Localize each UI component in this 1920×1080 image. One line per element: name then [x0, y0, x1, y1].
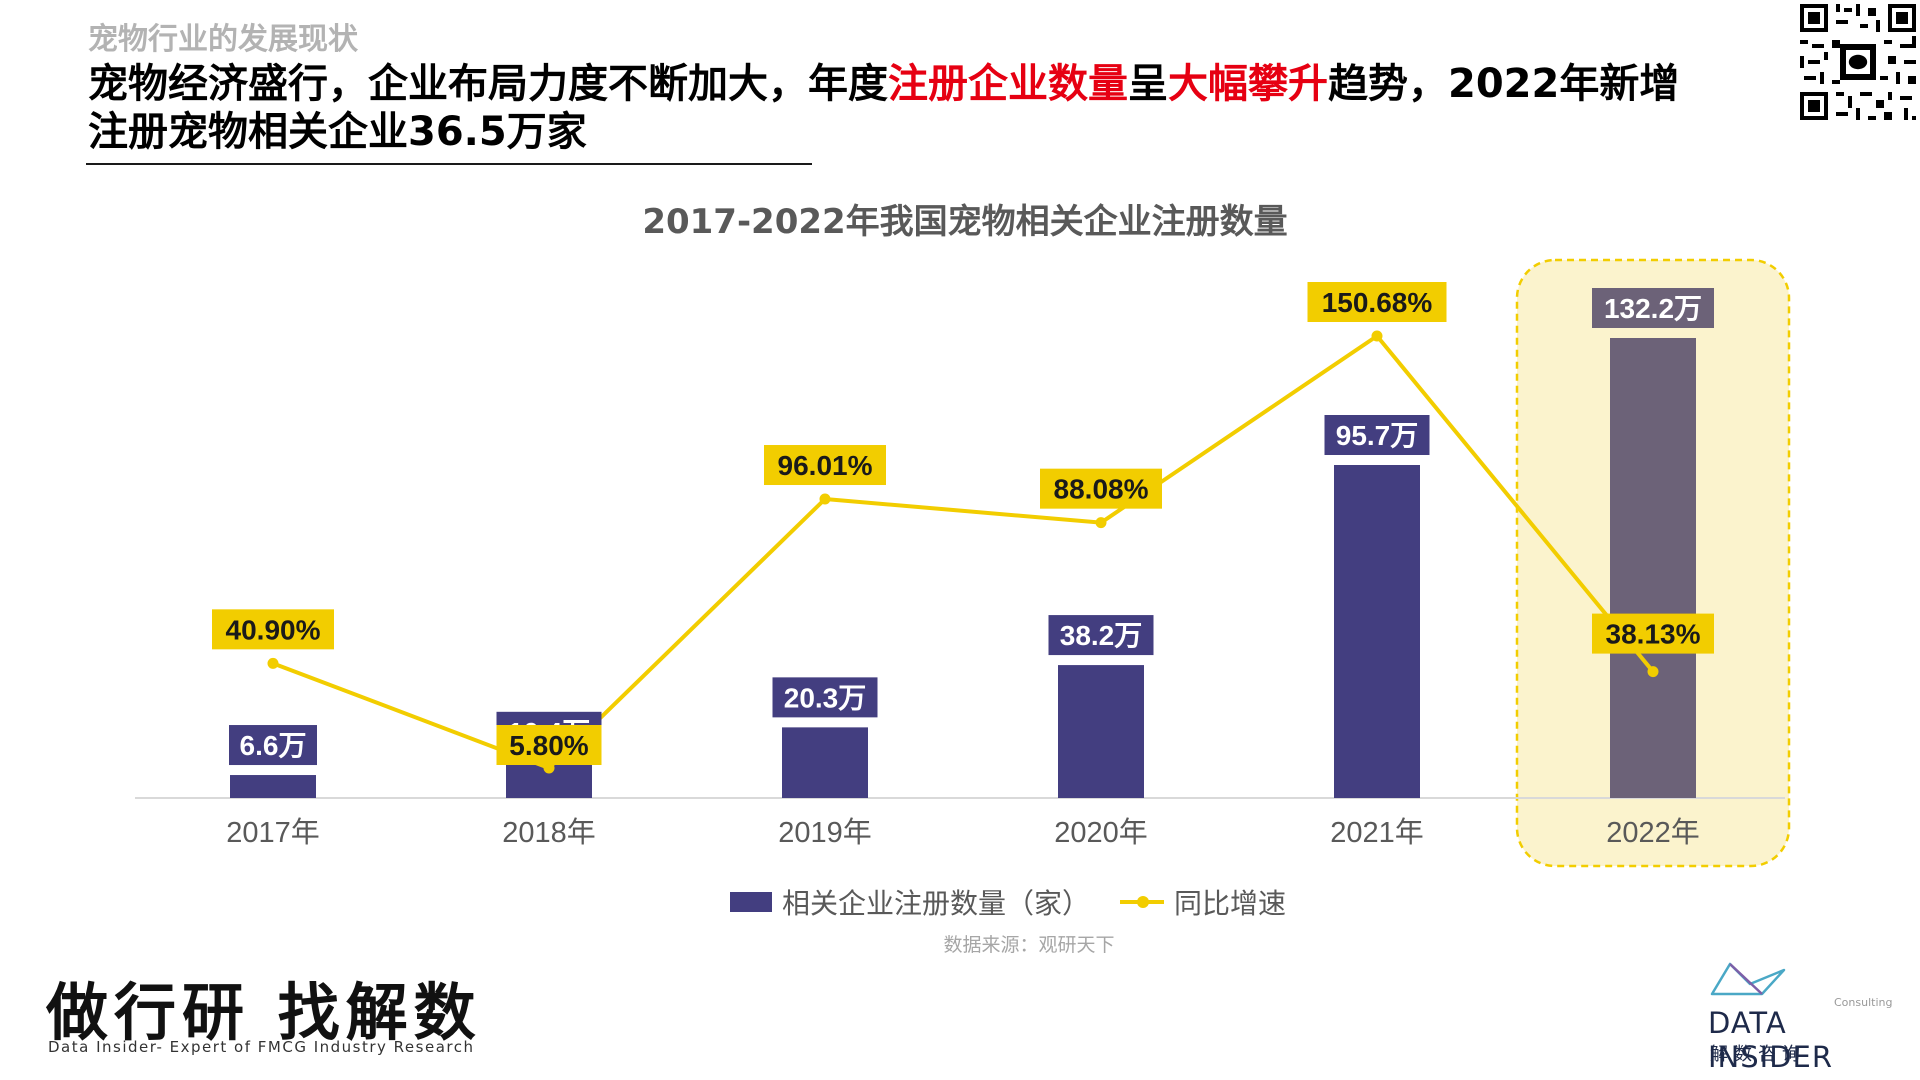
qr-code-icon: [1796, 0, 1920, 124]
legend-bar-swatch: [730, 892, 772, 912]
brand-name: DATA INSIDER: [1708, 1006, 1834, 1074]
x-tick-label: 2021年: [1330, 816, 1424, 849]
growth-rate-label: 38.13%: [1606, 619, 1701, 650]
headline-underline: [86, 163, 812, 165]
bar-2020年: [1058, 665, 1144, 798]
headline-highlight: 注册企业数量: [888, 61, 1128, 107]
growth-rate-point: [1647, 666, 1659, 678]
chart: 2017-2022年我国宠物相关企业注册数量 2017年 2018年 2019年 20…: [135, 202, 1791, 868]
chart-legend: 相关企业注册数量（家） 同比增速: [730, 884, 1286, 920]
bar-2021年: [1334, 465, 1420, 798]
headline-highlight: 大幅攀升: [1168, 61, 1328, 107]
growth-rate-line: [272, 334, 1655, 770]
bar-2019年: [782, 727, 868, 798]
chart-plot: 2017年2018年2019年2020年2021年2022年6.6万10.4万2…: [135, 258, 1791, 868]
bar-value-label: 132.2万: [1604, 293, 1702, 324]
legend-line-label: 同比增速: [1174, 887, 1287, 920]
x-tick-label: 2018年: [502, 816, 596, 849]
data-insider-logo-icon: [1710, 962, 1786, 996]
x-tick-label: 2017年: [226, 816, 320, 849]
brand-tagline: Consulting: [1834, 996, 1893, 1009]
bar-value-label-bg: [1592, 288, 1714, 328]
growth-rate-label: 150.68%: [1322, 287, 1433, 318]
bar-value-label: 38.2万: [1060, 620, 1143, 651]
bar-value-label-bg: [1048, 615, 1154, 656]
bar-2017年: [230, 775, 316, 798]
growth-rate-point: [267, 657, 279, 669]
legend-line-swatch: [1120, 896, 1165, 908]
brand-name-cn: 解数咨询: [1710, 1044, 1806, 1065]
growth-rate-point: [1371, 330, 1383, 342]
bar-value-label-bg: [229, 725, 317, 766]
footer-slogan-subtitle: Data Insider- Expert of FMCG Industry Re…: [48, 1038, 475, 1056]
headline-text: 宠物经济盛行，企业布局力度不断加大，年度: [88, 61, 888, 107]
growth-rate-point: [543, 762, 555, 774]
chart-title: 2017-2022年我国宠物相关企业注册数量: [642, 202, 1288, 242]
growth-rate-label: 96.01%: [778, 450, 873, 481]
growth-rate-label-bg: [1592, 613, 1714, 654]
growth-rate-label-bg: [212, 609, 334, 650]
section-label: 宠物行业的发展现状: [88, 22, 358, 57]
bar-value-label: 20.3万: [784, 682, 867, 713]
bar-2022年: [1610, 338, 1696, 798]
growth-rate-label-bg: [1040, 468, 1162, 509]
bar-value-label-bg: [1324, 415, 1430, 456]
x-tick-label: 2020年: [1054, 816, 1148, 849]
headline-text: 趋势，2022年新增注册宠物相关企业36.5万家: [88, 61, 1680, 155]
headline: 宠物经济盛行，企业布局力度不断加大，年度注册企业数量呈大幅攀升趋势，2022年新…: [88, 60, 1708, 156]
x-tick-label: 2019年: [778, 816, 872, 849]
source-note: 数据来源：观研天下: [943, 934, 1115, 956]
bar-value-label: 95.7万: [1336, 420, 1419, 451]
bar-value-label-bg: [772, 677, 878, 718]
footer-slogan: 做行研 找解数: [46, 976, 482, 1049]
growth-rate-label-bg: [496, 725, 602, 765]
headline-text: 呈: [1128, 61, 1168, 107]
x-tick-label: 2022年: [1606, 816, 1700, 849]
growth-rate-point: [1095, 517, 1107, 529]
growth-rate-label: 5.80%: [509, 730, 588, 761]
legend-bar-label: 相关企业注册数量（家）: [782, 887, 1091, 920]
growth-rate-label: 88.08%: [1054, 474, 1149, 505]
growth-rate-label-bg: [1307, 282, 1447, 322]
growth-rate-label: 40.90%: [226, 614, 321, 645]
growth-rate-label-bg: [764, 445, 886, 486]
growth-rate-point: [819, 493, 831, 505]
bar-value-label: 6.6万: [240, 730, 307, 761]
